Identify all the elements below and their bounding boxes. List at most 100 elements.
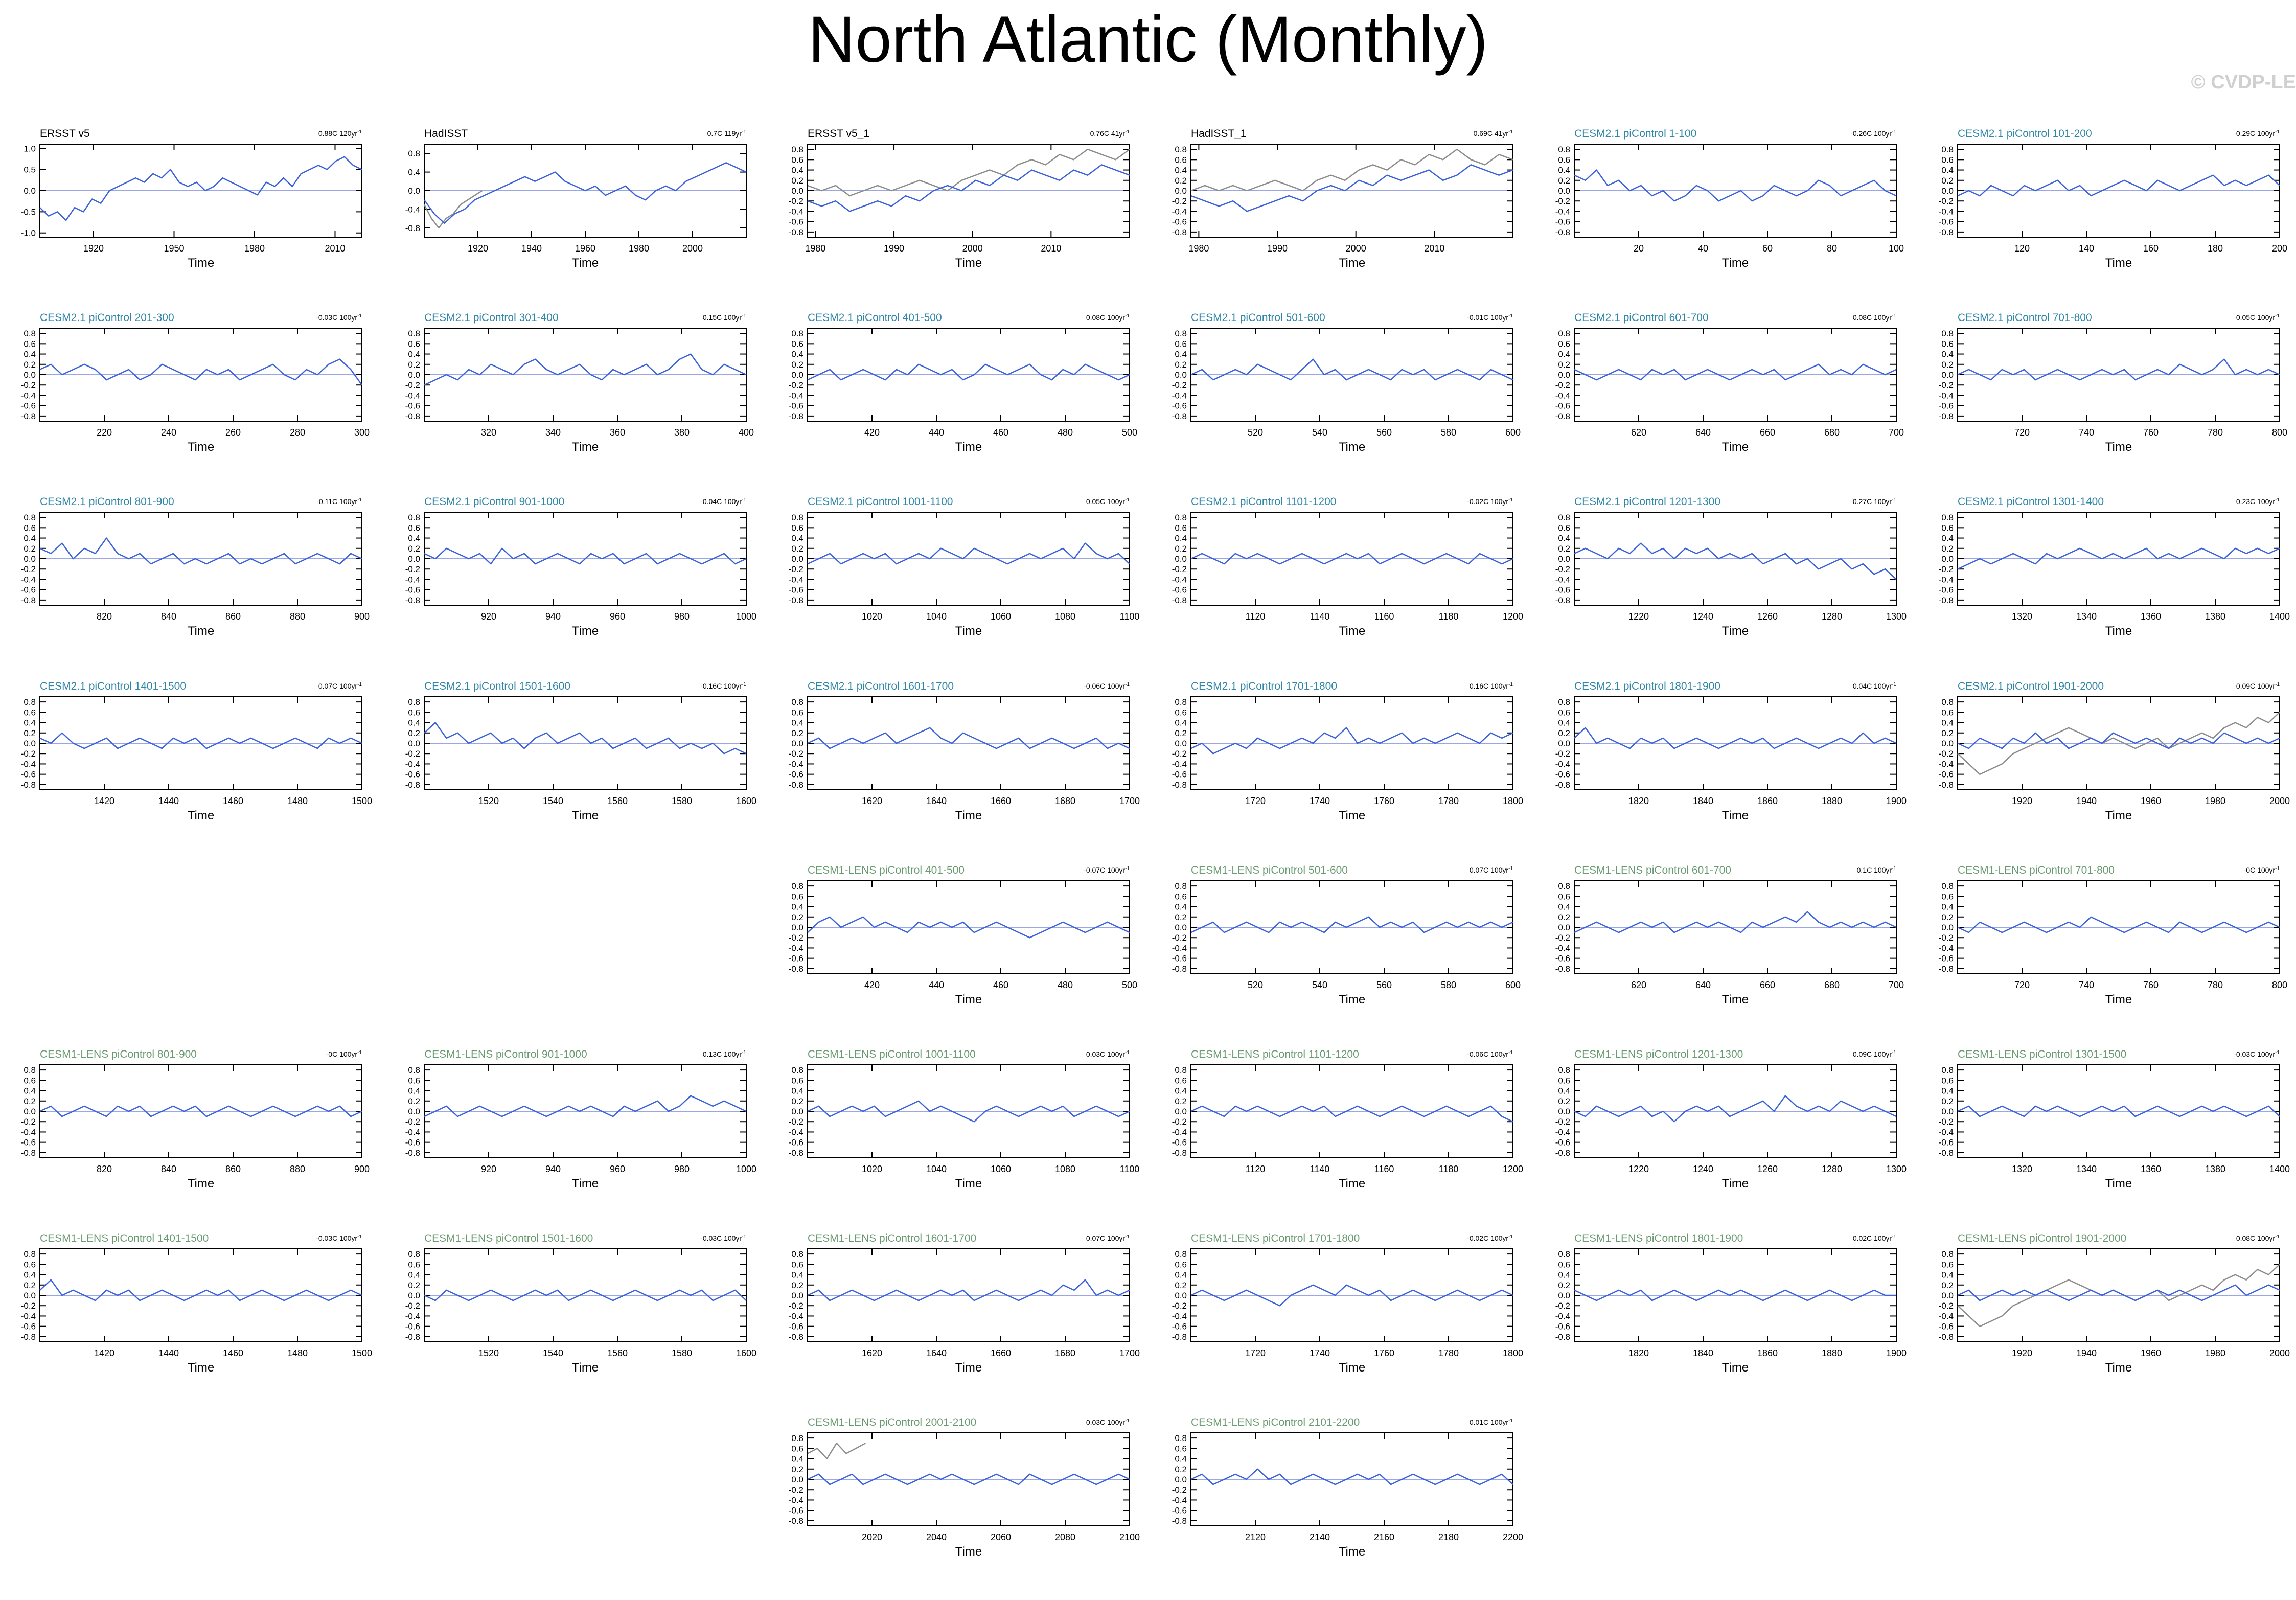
y-tick-label: -0.8 — [1555, 964, 1570, 974]
y-tick-label: 0.4 — [1941, 718, 1954, 728]
x-tick-label: 680 — [1824, 980, 1840, 990]
y-tick-label: -0.8 — [1172, 412, 1187, 421]
x-axis-label: Time — [955, 809, 982, 822]
x-axis-label: Time — [188, 1361, 214, 1375]
chart-panel: CESM2.1 piControl 201-300 -0.03C 100yr-1 0… — [21, 312, 370, 454]
x-axis-label: Time — [955, 624, 982, 638]
model-series-line — [1957, 916, 2280, 933]
y-tick-label: 0.8 — [791, 1433, 803, 1443]
y-tick-label: -0.6 — [1939, 217, 1954, 227]
x-axis-label: Time — [572, 809, 599, 822]
model-series-line — [1574, 911, 1897, 933]
y-tick-label: -0.4 — [1939, 943, 1954, 953]
x-tick-label: 1720 — [1245, 796, 1266, 806]
x-tick-label: 1560 — [607, 1348, 628, 1358]
x-tick-label: 1720 — [1245, 1348, 1266, 1358]
y-tick-label: 0.2 — [1941, 360, 1954, 370]
y-tick-label: -0.6 — [405, 1138, 420, 1148]
y-tick-label: -0.8 — [789, 964, 803, 974]
y-tick-label: 0.8 — [1175, 1065, 1187, 1075]
y-tick-label: 0.2 — [791, 544, 803, 554]
watermark: © CVDP-LE — [2191, 72, 2296, 93]
chart-panel: CESM1-LENS piControl 2101-2200 0.01C 100y… — [1172, 1416, 1523, 1559]
y-tick-label: -0.4 — [1939, 1311, 1954, 1321]
y-tick-label: 0.6 — [791, 892, 803, 901]
x-tick-label: 1260 — [1757, 611, 1778, 622]
y-tick-label: 0.8 — [1175, 329, 1187, 338]
model-series-line — [423, 162, 747, 224]
y-tick-label: -0.4 — [405, 1127, 420, 1137]
trend-label: 0.07C 100yr-1 — [1470, 866, 1513, 875]
x-tick-label: 200 — [2272, 243, 2287, 254]
x-tick-label: 780 — [2208, 980, 2223, 990]
panel-title: CESM1-LENS piControl 2001-2100 — [808, 1416, 976, 1428]
x-tick-label: 40 — [1698, 243, 1708, 254]
x-tick-label: 300 — [354, 427, 370, 438]
x-tick-label: 700 — [1889, 980, 1904, 990]
panel-title: CESM2.1 piControl 1601-1700 — [808, 680, 954, 692]
y-tick-label: -0.6 — [1939, 770, 1954, 780]
y-tick-label: 0.8 — [408, 697, 420, 707]
y-tick-label: 0.2 — [791, 176, 803, 186]
x-tick-label: 1940 — [2076, 1348, 2097, 1358]
y-tick-label: 0.4 — [1941, 1086, 1954, 1096]
x-tick-label: 920 — [481, 1164, 496, 1174]
y-tick-label: -0.5 — [21, 207, 36, 217]
y-tick-label: 0.2 — [1941, 1281, 1954, 1290]
x-tick-label: 2000 — [682, 243, 703, 254]
y-tick-label: 0.6 — [791, 1260, 803, 1269]
x-tick-label: 1200 — [1503, 1164, 1523, 1174]
panel-title: CESM1-LENS piControl 501-600 — [1191, 864, 1348, 876]
x-tick-label: 160 — [2143, 243, 2159, 254]
x-tick-label: 80 — [1827, 243, 1837, 254]
y-tick-label: 0.0 — [1558, 1107, 1570, 1116]
y-tick-label: -0.4 — [1172, 207, 1187, 216]
x-tick-label: 960 — [610, 1164, 625, 1174]
y-tick-label: 0.0 — [408, 554, 420, 564]
y-tick-label: -0.2 — [1172, 749, 1187, 759]
y-tick-label: -0.6 — [789, 585, 803, 595]
x-tick-label: 940 — [545, 1164, 561, 1174]
x-tick-label: 860 — [225, 1164, 241, 1174]
y-tick-label: 0.6 — [408, 707, 420, 717]
x-tick-label: 1300 — [1886, 1164, 1907, 1174]
y-tick-label: -0.8 — [1172, 596, 1187, 605]
y-tick-label: -0.4 — [1555, 759, 1570, 769]
y-tick-label: -0.6 — [21, 401, 36, 411]
chart-panel: CESM2.1 piControl 801-900 -0.11C 100yr-1 0… — [21, 496, 370, 638]
x-tick-label: 680 — [1824, 427, 1840, 438]
y-tick-label: 0.2 — [791, 1281, 803, 1290]
y-tick-label: -0.4 — [1555, 207, 1570, 216]
y-tick-label: 0.0 — [1558, 1291, 1570, 1300]
trend-label: -0C 100yr-1 — [2244, 866, 2280, 875]
x-tick-label: 2020 — [862, 1532, 882, 1542]
y-tick-label: -0.4 — [789, 575, 803, 584]
y-tick-label: -0.8 — [789, 1148, 803, 1158]
observation-series-line — [1190, 148, 1513, 192]
y-tick-label: -0.6 — [405, 401, 420, 411]
y-tick-label: 0.4 — [24, 534, 36, 543]
x-tick-label: 1100 — [1120, 611, 1140, 622]
y-tick-label: 0.8 — [408, 329, 420, 338]
x-tick-label: 1040 — [926, 611, 947, 622]
panel-title: CESM2.1 piControl 101-200 — [1958, 128, 2092, 140]
model-series-line — [39, 156, 362, 221]
model-series-line — [1957, 174, 2280, 197]
x-axis-label: Time — [572, 1361, 599, 1375]
y-tick-label: 0.6 — [1175, 1260, 1187, 1269]
chart-panel: CESM1-LENS piControl 1201-1300 0.09C 100y… — [1555, 1048, 1907, 1191]
y-tick-label: 0.2 — [791, 1465, 803, 1474]
y-tick-label: -0.8 — [21, 1332, 36, 1342]
y-tick-label: -0.8 — [789, 780, 803, 790]
model-series-line — [424, 353, 747, 386]
x-tick-label: 1990 — [1267, 243, 1288, 254]
chart-panel: CESM2.1 piControl 1001-1100 0.05C 100yr-1… — [789, 496, 1140, 638]
panel-title: ERSST v5_1 — [808, 128, 869, 140]
panel-title: CESM1-LENS piControl 2101-2200 — [1191, 1416, 1360, 1428]
y-tick-label: -0.8 — [1555, 412, 1570, 421]
y-tick-label: -0.8 — [405, 1148, 420, 1158]
y-tick-label: -0.4 — [405, 391, 420, 400]
chart-panel: CESM2.1 piControl 1301-1400 0.23C 100yr-1… — [1939, 496, 2290, 638]
x-tick-label: 520 — [1248, 427, 1263, 438]
x-tick-label: 140 — [2079, 243, 2094, 254]
